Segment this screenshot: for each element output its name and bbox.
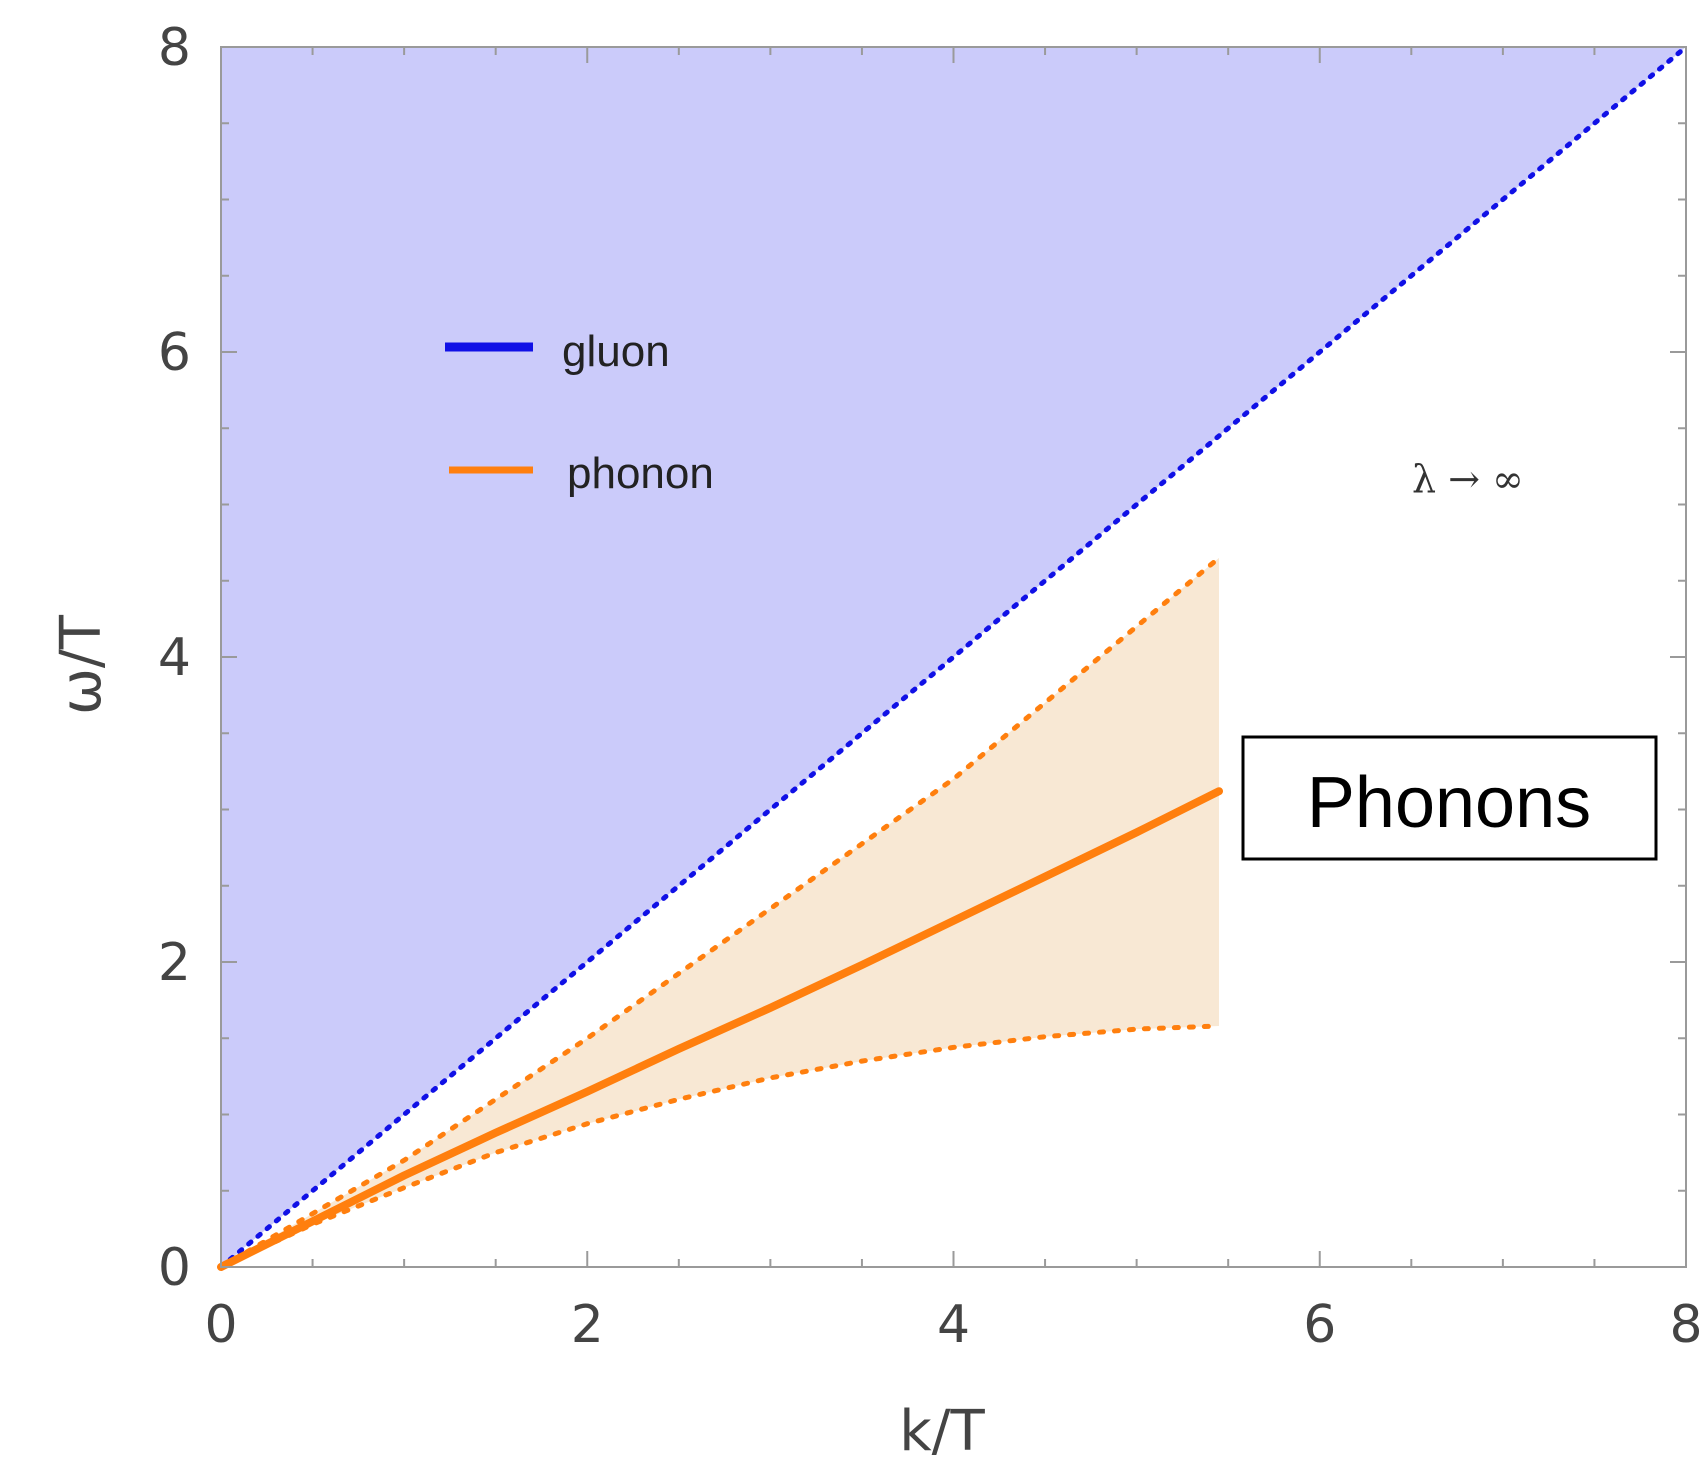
x-axis-label: k/T bbox=[899, 1399, 985, 1457]
phonons-callout: Phonons bbox=[1241, 735, 1658, 861]
legend-label-phonon: phonon bbox=[567, 449, 714, 498]
phonon-line bbox=[217, 787, 1223, 1271]
phonon-upper-bound-line bbox=[218, 555, 1222, 1270]
phonons-callout-label: Phonons bbox=[1307, 763, 1591, 843]
x-tick-label: 8 bbox=[1669, 1295, 1702, 1355]
y-tick-label: 0 bbox=[158, 1238, 191, 1298]
phonon-band-fill bbox=[221, 557, 1219, 1267]
legend: gluon phonon bbox=[445, 327, 714, 498]
limit-annotation: λ → ∞ bbox=[1412, 457, 1524, 501]
axis-ticks bbox=[220, 46, 1687, 1268]
tick-labels: 0 2 4 6 8 0 2 4 6 8 bbox=[158, 18, 1703, 1355]
y-axis-label: ω/T bbox=[49, 614, 114, 715]
y-tick-label: 2 bbox=[158, 933, 191, 993]
phonon-lower-bound-line bbox=[218, 1023, 1222, 1270]
x-tick-label: 4 bbox=[937, 1295, 970, 1355]
y-tick-label: 8 bbox=[158, 18, 191, 78]
x-tick-label: 0 bbox=[204, 1295, 237, 1355]
gluon-line bbox=[218, 44, 1689, 1270]
x-tick-label: 2 bbox=[571, 1295, 604, 1355]
phonons-callout-box bbox=[1241, 735, 1658, 861]
data-series bbox=[217, 44, 1689, 1271]
x-tick-label: 6 bbox=[1303, 1295, 1336, 1355]
y-tick-label: 6 bbox=[158, 323, 191, 383]
y-tick-label: 4 bbox=[158, 628, 191, 688]
legend-label-gluon: gluon bbox=[562, 327, 670, 376]
